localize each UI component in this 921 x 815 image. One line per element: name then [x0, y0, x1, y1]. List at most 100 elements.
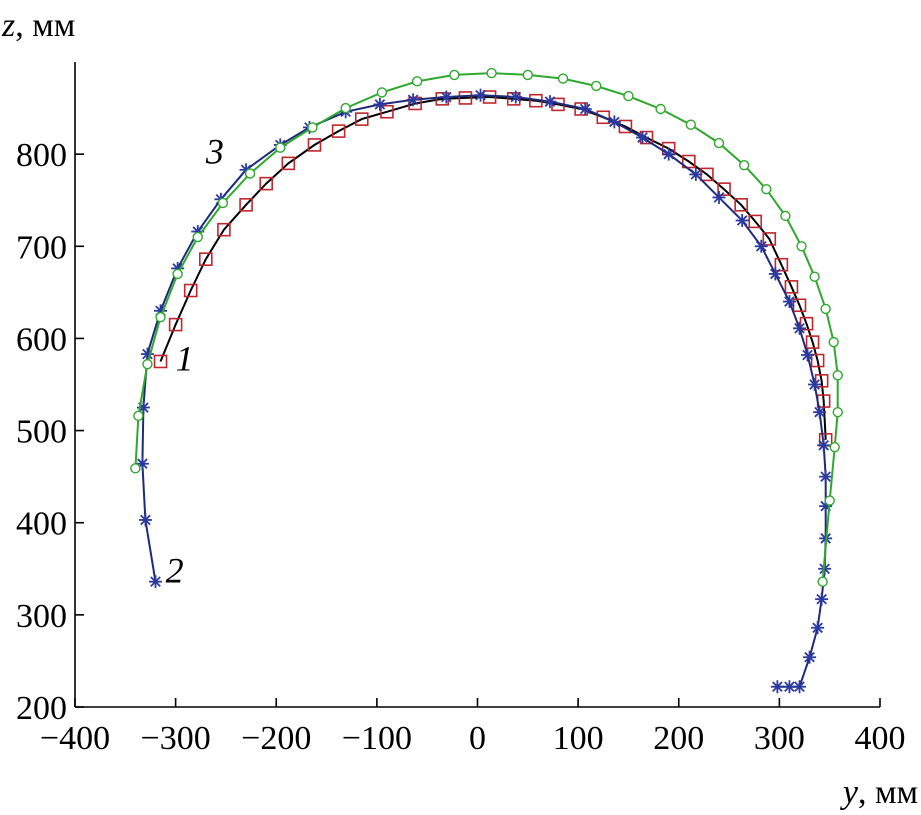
data-point — [814, 374, 829, 388]
y-tick-label: 200 — [16, 690, 67, 727]
x-tick-label: 0 — [469, 720, 486, 757]
data-point — [828, 336, 839, 348]
data-point — [811, 621, 825, 635]
data-point — [662, 147, 676, 161]
data-point — [275, 142, 286, 153]
data-point — [354, 112, 369, 126]
data-point — [192, 231, 203, 243]
data-point — [618, 119, 633, 134]
data-point — [373, 97, 387, 111]
data-point — [596, 110, 611, 125]
data-point — [543, 95, 557, 109]
y-axis-label: z, мм — [1, 7, 75, 44]
plot-area — [130, 67, 843, 694]
x-tick-label: −200 — [241, 720, 311, 757]
data-point — [832, 406, 843, 418]
y-tick-label: 600 — [16, 321, 67, 358]
data-point — [784, 280, 799, 294]
series-1 — [153, 90, 833, 447]
curve-labels: 1 2 3 — [166, 131, 224, 590]
data-point — [774, 257, 789, 272]
data-point — [259, 176, 273, 191]
data-point — [782, 295, 796, 309]
data-point — [748, 214, 763, 229]
data-point — [142, 359, 153, 370]
data-point — [820, 303, 831, 315]
x-axis-label-unit: , мм — [858, 774, 918, 811]
data-point — [458, 91, 473, 105]
data-point — [474, 88, 488, 102]
data-point — [217, 197, 229, 209]
data-point — [793, 321, 806, 335]
data-point — [636, 131, 650, 145]
x-tick-label: −400 — [40, 720, 110, 757]
x-tick-label: −100 — [342, 720, 412, 757]
y-tick-label: 400 — [16, 506, 67, 543]
data-point — [801, 348, 815, 362]
y-tick-label: 300 — [16, 598, 67, 635]
data-point — [761, 183, 772, 195]
x-tick-label: 100 — [553, 720, 604, 757]
data-point — [281, 156, 296, 171]
x-axis-label-var: y — [840, 774, 859, 811]
data-point — [815, 592, 829, 606]
data-point — [380, 104, 394, 119]
series-line-3 — [134, 72, 839, 582]
data-point — [522, 69, 534, 81]
data-point — [217, 222, 231, 237]
data-point — [685, 119, 697, 130]
data-point — [712, 190, 726, 204]
data-point — [832, 370, 843, 381]
data-point — [591, 80, 602, 92]
data-point — [805, 335, 820, 349]
data-point — [689, 167, 703, 181]
data-point — [810, 353, 825, 368]
data-point — [808, 378, 822, 391]
data-point — [376, 87, 388, 98]
data-point — [153, 354, 168, 369]
data-point — [244, 168, 256, 179]
data-point — [130, 463, 141, 474]
data-point — [506, 92, 521, 106]
data-point — [782, 680, 796, 694]
data-point — [411, 76, 423, 87]
data-point — [819, 470, 833, 484]
y-tick-label: 800 — [16, 137, 67, 174]
data-point — [824, 495, 835, 506]
data-point — [623, 90, 634, 102]
data-point — [557, 73, 569, 84]
y-axis-label-unit: , мм — [15, 7, 75, 44]
data-point — [486, 67, 497, 79]
data-point — [799, 316, 814, 331]
data-point — [796, 241, 807, 252]
data-point — [813, 405, 827, 419]
data-point — [803, 650, 817, 664]
data-point — [809, 271, 820, 282]
data-point — [307, 122, 318, 133]
data-point — [682, 154, 696, 169]
series-3 — [130, 67, 843, 587]
x-tick-label: 400 — [855, 720, 906, 757]
x-tick-label: 200 — [653, 720, 704, 757]
data-point — [509, 90, 523, 104]
data-point — [449, 69, 460, 81]
data-point — [607, 115, 621, 129]
data-point — [713, 137, 725, 149]
data-point — [768, 267, 782, 281]
data-point — [738, 159, 750, 171]
data-point — [770, 680, 784, 694]
data-point — [717, 182, 731, 196]
series-2 — [135, 88, 833, 694]
data-point — [168, 317, 183, 332]
data-point — [817, 576, 828, 587]
data-point — [138, 513, 152, 527]
data-point — [578, 102, 592, 116]
data-point — [439, 90, 453, 104]
data-point — [817, 438, 831, 452]
data-point — [406, 93, 420, 107]
axes: −400 −300 −200 −100 0 100 200 300 400 200 300 400 50… — [16, 62, 906, 757]
data-point — [655, 103, 666, 115]
x-axis-label: y, мм — [840, 774, 918, 811]
curve-label-3: 3 — [205, 131, 224, 171]
